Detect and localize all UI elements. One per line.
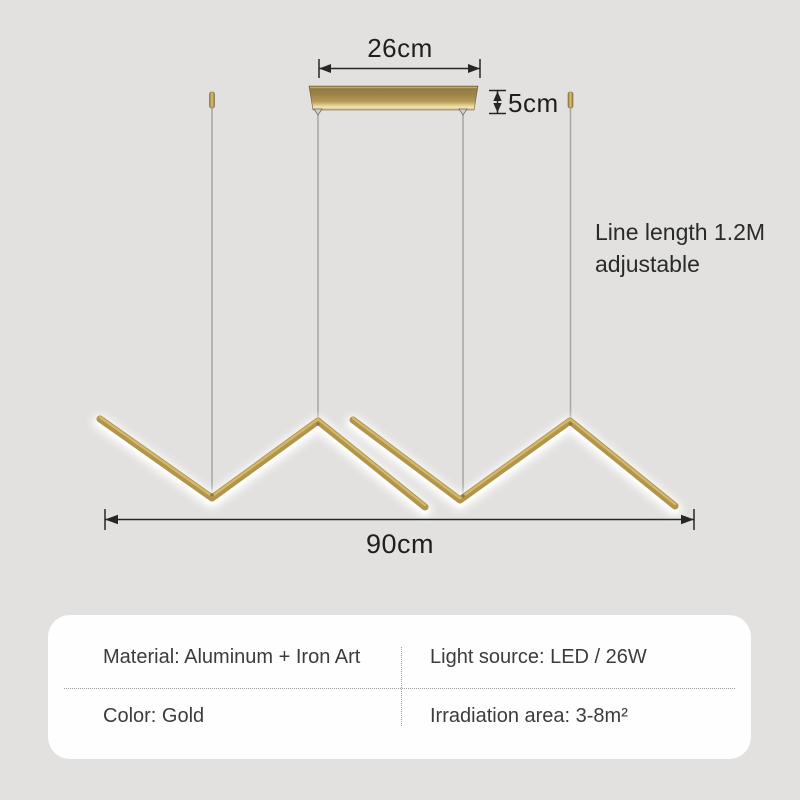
- tube-connector: [568, 422, 573, 426]
- ceiling-pin-right: [567, 91, 574, 109]
- gold-tube-right: [349, 416, 679, 510]
- fixture-width-label: 90cm: [365, 529, 435, 559]
- arrowhead-left-icon: [105, 514, 118, 525]
- tube-connector: [210, 493, 214, 497]
- spec-card: Material: Aluminum + Iron Art Light sour…: [48, 615, 751, 759]
- vertical-dotted-divider: [401, 647, 402, 726]
- line-length-note-line1: Line length 1.2M: [595, 219, 766, 245]
- led-zigzag-tubes: [92, 414, 683, 518]
- dimension-26cm: [318, 59, 481, 78]
- arrowhead-right-icon: [468, 64, 480, 73]
- arrowhead-down-icon: [493, 103, 502, 113]
- spec-material: Material: Aluminum + Iron Art: [103, 646, 361, 668]
- canopy-width-label: 26cm: [367, 33, 433, 63]
- ceiling-canopy: [308, 85, 479, 111]
- spec-light-source: Light source: LED / 26W: [430, 646, 647, 668]
- dimension-5cm: [489, 89, 506, 115]
- suspension-wires: [211, 106, 572, 497]
- tube-connector: [461, 494, 465, 498]
- tube-connector: [316, 422, 320, 426]
- horizontal-dotted-divider: [64, 688, 735, 689]
- tube-highlight: [351, 417, 677, 506]
- tube-highlight: [98, 416, 427, 507]
- line-length-note-line2: adjustable: [595, 251, 700, 277]
- spec-irradiation-area: Irradiation area: 3-8m²: [430, 705, 628, 727]
- arrowhead-right-icon: [681, 514, 694, 525]
- arrowhead-left-icon: [319, 64, 331, 73]
- spec-color: Color: Gold: [103, 705, 205, 727]
- ceiling-pin-left: [209, 91, 215, 109]
- line-length-note: Line length 1.2M adjustable: [595, 216, 785, 280]
- canopy-height-label: 5cm: [508, 88, 559, 118]
- dimension-90cm: [104, 509, 695, 530]
- gold-tube-left: [96, 415, 429, 511]
- canopy-rivets: [313, 108, 468, 116]
- arrowhead-up-icon: [493, 91, 502, 101]
